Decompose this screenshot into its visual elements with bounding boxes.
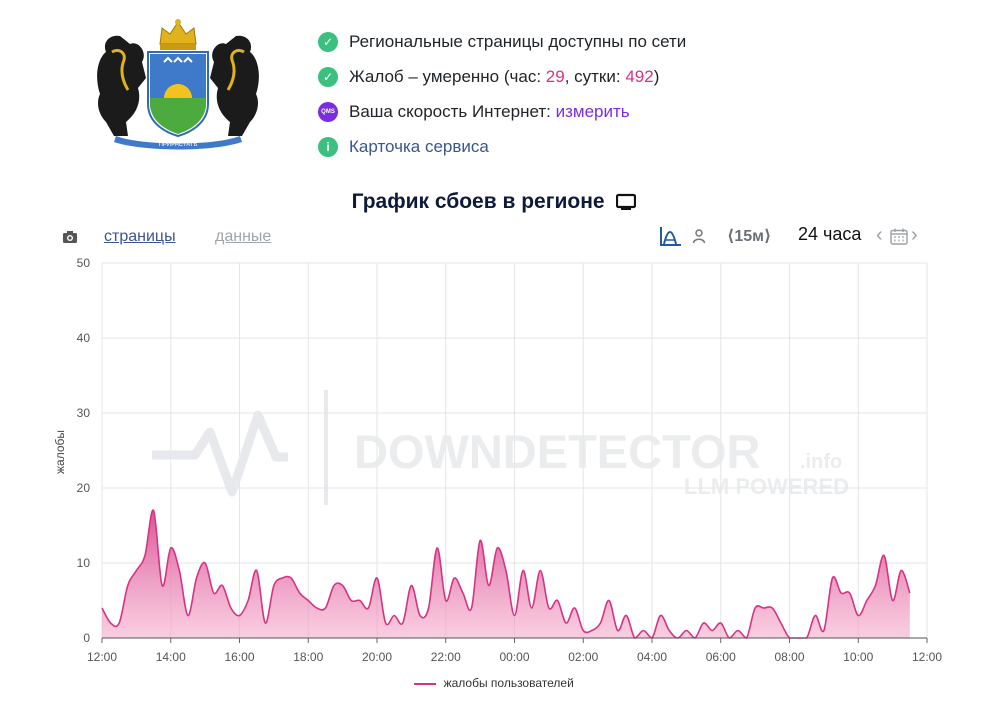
- complaints-hour-count: 29: [545, 66, 565, 86]
- chart-title: График сбоев в регионе: [0, 190, 988, 214]
- range-label[interactable]: 24 часа: [798, 224, 862, 244]
- x-tick-label: 04:00: [637, 650, 667, 664]
- crown-icon: [159, 19, 197, 50]
- x-tick-label: 02:00: [568, 650, 598, 664]
- measure-speed-link[interactable]: измерить: [555, 101, 630, 121]
- x-tick-label: 12:00: [87, 650, 117, 664]
- left-supporter-sable: [97, 35, 146, 136]
- legend-series-label: жалобы пользователей: [443, 676, 574, 690]
- x-tick-label: 06:00: [706, 650, 736, 664]
- check-circle-icon: ✓: [318, 66, 338, 87]
- x-tick-label: 10:00: [843, 650, 873, 664]
- series-line: [101, 509, 911, 639]
- watermark-tagline: LLM POWERED: [684, 474, 849, 499]
- status-list: ✓ Региональные страницы доступны по сети…: [318, 24, 686, 164]
- qms-icon: QMS: [318, 101, 338, 122]
- chart-toolbar: страницы данные ⟨15м⟩ 24 часа ‹ ›: [60, 224, 930, 250]
- ribbon-text: ПРИРАСТАТЬ: [159, 142, 198, 148]
- complaints-day-count: 492: [625, 66, 654, 86]
- complaints-suffix: ): [653, 66, 660, 86]
- chart-title-text: График сбоев в регионе: [351, 190, 605, 213]
- y-tick-label: 50: [77, 256, 91, 270]
- chart-legend[interactable]: жалобы пользователей: [0, 676, 988, 690]
- region-emblem: ПРИРАСТАТЬ: [97, 19, 259, 150]
- x-tick-label: 00:00: [499, 650, 529, 664]
- camera-icon[interactable]: [62, 229, 78, 245]
- monitor-icon: [616, 194, 637, 211]
- y-tick-label: 0: [83, 631, 90, 645]
- x-tick-label: 20:00: [362, 650, 392, 664]
- x-tick-label: 12:00: [912, 650, 942, 664]
- watermark: DOWNDETECTOR .info LLM POWERED: [152, 390, 849, 505]
- x-tick-label: 22:00: [431, 650, 461, 664]
- series-area: [102, 510, 910, 638]
- area-chart-toggle-icon[interactable]: [660, 226, 682, 246]
- watermark-suffix: .info: [800, 451, 842, 473]
- complaints-mid: , сутки:: [564, 66, 626, 86]
- legend-swatch: [414, 682, 437, 685]
- x-tick-label: 08:00: [774, 650, 804, 664]
- right-supporter-sable: [210, 35, 259, 136]
- watermark-brand: DOWNDETECTOR: [354, 425, 760, 478]
- chevron-right-icon[interactable]: ›: [911, 224, 918, 246]
- complaints-prefix: Жалоб – умеренно (час:: [349, 66, 546, 86]
- pulse-logo-icon: [152, 410, 288, 497]
- status-speed: QMS Ваша скорость Интернет: измерить: [318, 94, 686, 129]
- x-tick-label: 14:00: [156, 650, 186, 664]
- info-icon: i: [318, 136, 338, 157]
- status-complaints: ✓ Жалоб – умеренно (час: 29, сутки: 492): [318, 59, 686, 94]
- ribbon: [114, 136, 242, 150]
- chevron-left-icon[interactable]: ‹: [876, 224, 883, 246]
- y-tick-label: 40: [77, 331, 91, 345]
- y-tick-label: 10: [77, 556, 91, 570]
- y-tick-label: 20: [77, 481, 91, 495]
- x-tick-label: 16:00: [224, 650, 254, 664]
- check-circle-icon: ✓: [318, 31, 338, 52]
- status-pages-text: Региональные страницы доступны по сети: [349, 31, 687, 51]
- y-axis-label: жалобы: [53, 430, 67, 474]
- status-service-card: i Карточка сервиса: [318, 129, 686, 164]
- period-selector[interactable]: ⟨15м⟩: [727, 228, 772, 245]
- user-icon[interactable]: [692, 228, 706, 244]
- tab-data[interactable]: данные: [215, 228, 272, 245]
- shield-icon: [147, 51, 209, 138]
- y-tick-label: 30: [77, 406, 91, 420]
- calendar-icon[interactable]: [890, 228, 908, 245]
- status-pages-available: ✓ Региональные страницы доступны по сети: [318, 24, 686, 59]
- x-tick-label: 18:00: [293, 650, 323, 664]
- service-card-link[interactable]: Карточка сервиса: [349, 136, 489, 156]
- speed-prefix: Ваша скорость Интернет:: [349, 101, 556, 121]
- tab-pages[interactable]: страницы: [104, 228, 176, 245]
